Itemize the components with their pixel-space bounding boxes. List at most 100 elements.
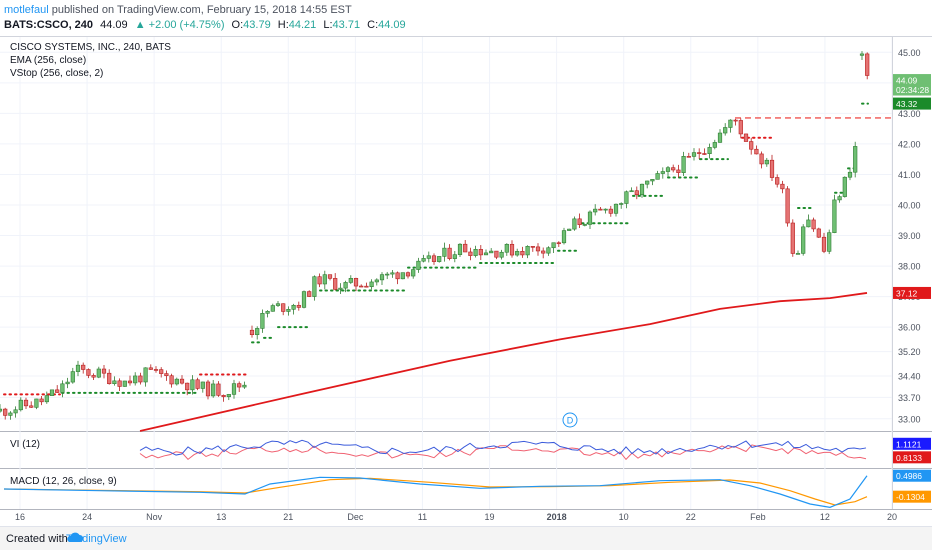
- price-axis-badge-label: 37.12: [896, 288, 918, 298]
- candle-body: [70, 371, 75, 383]
- candle-body: [55, 389, 60, 393]
- candle-body: [577, 218, 582, 225]
- price-axis-badge-label: 43.32: [896, 99, 918, 109]
- time-tick-label: 12: [820, 512, 830, 522]
- candle-body: [639, 183, 645, 195]
- candle-body: [837, 196, 842, 201]
- tradingview-brand[interactable]: TradingView: [66, 531, 127, 547]
- time-tick-label: 22: [686, 512, 696, 522]
- time-tick-label: 20: [887, 512, 897, 522]
- vi-legend: VI (12): [10, 439, 41, 450]
- price-axis-badge: [893, 97, 931, 110]
- price-tick-label: 41.00: [898, 170, 921, 180]
- candle-body: [827, 232, 832, 252]
- chart-frame[interactable]: 45.0044.0043.0042.0041.0040.0039.0038.00…: [0, 36, 932, 526]
- candle-body: [598, 208, 603, 211]
- time-tick-label: 10: [619, 512, 629, 522]
- candle-body: [270, 305, 275, 312]
- candle-body: [853, 146, 858, 173]
- legend-ema: EMA (256, close): [10, 55, 87, 66]
- low-value: 43.71: [332, 19, 361, 31]
- signal-badge: [893, 490, 931, 503]
- price-tick-label: 39.00: [898, 231, 921, 241]
- candle-body: [281, 303, 286, 312]
- time-tick-label: 19: [485, 512, 495, 522]
- candle-body: [185, 382, 190, 391]
- candle-body: [457, 243, 463, 255]
- candle-body: [275, 303, 281, 306]
- candle-body: [312, 276, 317, 297]
- candle-body: [117, 380, 122, 387]
- candle-body: [499, 251, 504, 258]
- candle-body: [221, 395, 226, 398]
- published-text: published on TradingView.com, February 1…: [51, 4, 352, 16]
- candle-body: [75, 364, 81, 372]
- candle-body: [138, 375, 143, 383]
- candle-body: [738, 120, 743, 135]
- candle-body: [468, 251, 473, 256]
- candle-body: [733, 119, 738, 122]
- candle-body: [411, 269, 416, 277]
- candle-body: [811, 219, 816, 230]
- candle-body: [691, 152, 697, 157]
- candle-body: [374, 279, 379, 283]
- candle-body: [769, 159, 775, 178]
- symbol-line: BATS:CSCO, 240 44.09 ▲ +2.00 (+4.75%) O:…: [4, 19, 406, 31]
- time-tick-label: Dec: [347, 512, 364, 522]
- candle-body: [39, 398, 44, 403]
- price-chart[interactable]: 45.0044.0043.0042.0041.0040.0039.0038.00…: [0, 37, 932, 527]
- high-value: 44.21: [288, 19, 317, 31]
- candle-body: [567, 228, 572, 231]
- candle-body: [405, 272, 411, 277]
- candle-body: [489, 250, 494, 254]
- candle-body: [237, 383, 242, 388]
- candle-body: [785, 188, 790, 224]
- low-label: L:: [323, 19, 333, 31]
- candle-body: [44, 395, 49, 403]
- candle-body: [0, 408, 3, 412]
- candle-body: [421, 258, 426, 262]
- candle-body: [541, 250, 546, 254]
- candle-body: [49, 389, 55, 396]
- price-axis-badge-label: 44.09: [896, 76, 918, 86]
- candle-body: [301, 291, 307, 308]
- candle-body: [535, 246, 541, 252]
- candle-body: [551, 242, 556, 249]
- candle-body: [593, 208, 598, 213]
- candle-body: [780, 183, 785, 190]
- candle-body: [333, 278, 338, 290]
- author-link[interactable]: motlefaul: [4, 4, 49, 16]
- candle-body: [291, 304, 296, 310]
- candle-body: [754, 148, 759, 155]
- time-tick-label: 11: [418, 512, 427, 522]
- candle-body: [702, 153, 707, 155]
- price-tick-label: 34.40: [898, 372, 921, 382]
- candle-body: [801, 226, 806, 254]
- price-axis-badge: [893, 74, 931, 87]
- candle-body: [749, 141, 754, 150]
- candle-body: [60, 383, 65, 393]
- candle-body: [520, 251, 525, 256]
- candle-body: [707, 147, 712, 154]
- close-label: C:: [367, 19, 379, 31]
- candle-body: [821, 236, 827, 252]
- price-tick-label: 45.00: [898, 48, 921, 58]
- candle-body: [728, 119, 733, 128]
- candle-body: [452, 254, 457, 259]
- candle-body: [832, 199, 837, 233]
- candle-body: [395, 272, 400, 280]
- candle-body: [660, 171, 665, 174]
- candle-body: [353, 278, 359, 287]
- price-tick-label: 38.00: [898, 262, 921, 272]
- candle-body: [483, 252, 489, 256]
- candle-body: [190, 379, 195, 391]
- candle-body: [645, 180, 650, 185]
- candle-body: [195, 379, 200, 389]
- candle-body: [8, 412, 13, 416]
- macd-line: [3, 475, 868, 508]
- candle-body: [608, 208, 613, 214]
- candle-body: [260, 313, 265, 329]
- candle-body: [216, 383, 221, 396]
- candle-body: [629, 190, 634, 193]
- tradingview-cloud-icon: [67, 532, 84, 542]
